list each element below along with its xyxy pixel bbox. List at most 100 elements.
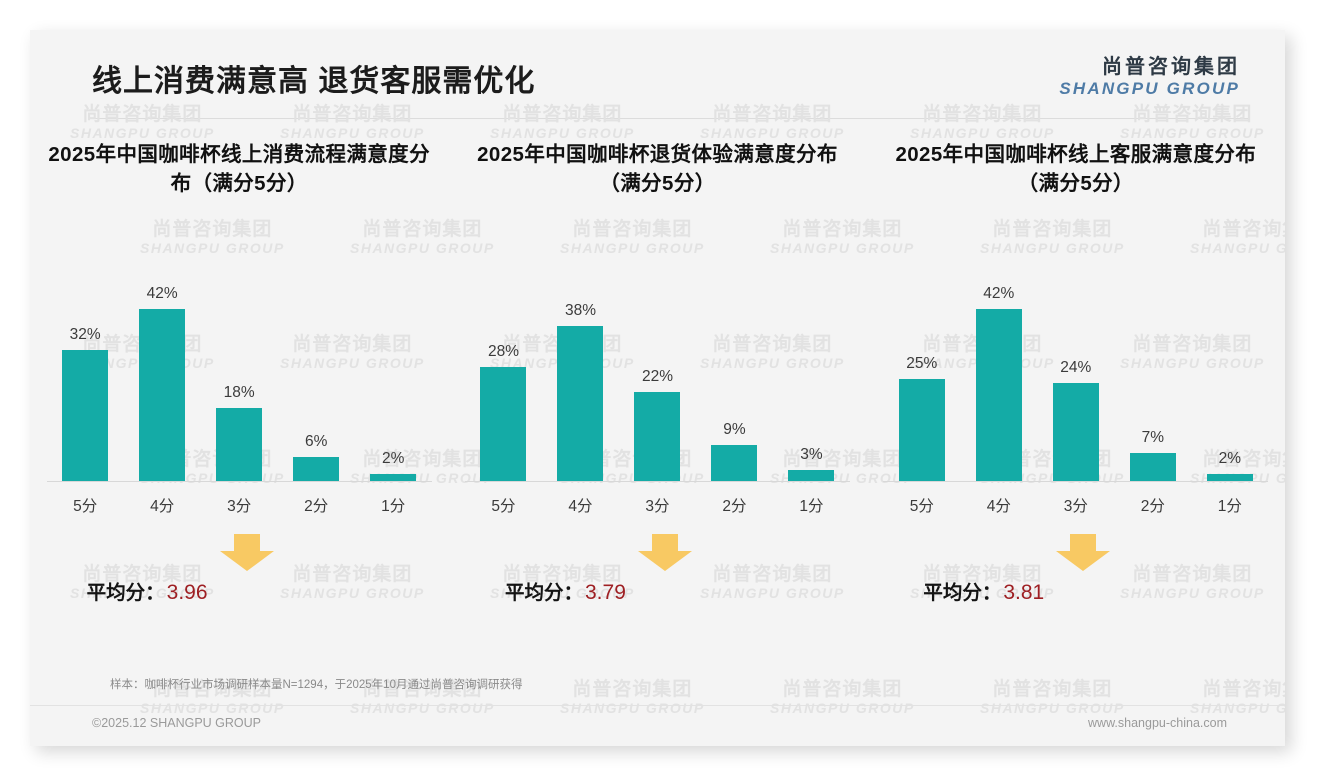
average-score-value: 3.81 (1003, 581, 1045, 604)
charts-container: 2025年中国咖啡杯线上消费流程满意度分布（满分5分） 32% 42% 18% 6% 2%… (30, 140, 1285, 622)
bar-value-label: 3% (800, 445, 823, 463)
bar[interactable] (898, 379, 945, 482)
x-axis-line (46, 481, 432, 482)
bar-value-label: 18% (223, 384, 255, 401)
bar-slot[interactable]: 38% (548, 282, 612, 482)
chart-title: 2025年中国咖啡杯线上消费流程满意度分布（满分5分） (48, 143, 430, 196)
x-axis-tick-label: 2分 (304, 498, 329, 515)
logo-english-text: SHANGPU GROUP (1059, 79, 1240, 98)
average-score-value: 3.79 (585, 581, 626, 604)
average-score-row: 平均分：3.81 (883, 532, 1268, 622)
bar-value-label: 22% (641, 367, 673, 385)
bar-slot[interactable]: 7% (1121, 282, 1185, 482)
bar-slot[interactable]: 28% (471, 282, 535, 482)
bar-slot[interactable]: 25% (890, 282, 954, 482)
sample-note: 样本：咖啡杯行业市场调研样本量N=1294，于2025年10月通过尚普咨询调研获… (110, 679, 523, 691)
bar-slot[interactable]: 3% (779, 282, 843, 482)
x-axis-tick-label: 3分 (227, 498, 252, 515)
bar[interactable] (634, 391, 681, 482)
chart-title: 2025年中国咖啡杯线上客服满意度分布（满分5分） (895, 143, 1257, 196)
x-axis-tick-label: 4分 (150, 498, 175, 515)
down-arrow-icon (637, 534, 693, 572)
average-score-text: 平均分：3.79 (505, 576, 626, 605)
chart-title: 2025年中国咖啡杯退货体验满意度分布（满分5分） (477, 143, 838, 196)
x-axis-labels: 5分 4分 3分 2分 1分 (465, 494, 850, 516)
bar-slot[interactable]: 22% (625, 282, 689, 482)
bar[interactable] (480, 366, 527, 482)
x-axis-tick-label: 5分 (909, 498, 934, 515)
bar-slot[interactable]: 6% (284, 282, 348, 482)
x-axis-tick-label: 5分 (491, 498, 516, 515)
page-title: 线上消费满意高 退货客服需优化 (92, 65, 536, 98)
x-axis-tick-label: 1分 (1217, 498, 1242, 515)
bar[interactable] (216, 408, 263, 482)
slide-footer: ©2025.12 SHANGPU GROUP www.shangpu-china… (30, 706, 1285, 746)
header-divider (88, 118, 1248, 119)
chart-panel: 2025年中国咖啡杯线上客服满意度分布（满分5分） 25% 42% 24% 7% 2% 5分… (867, 140, 1285, 622)
x-axis-tick-label: 1分 (381, 498, 406, 515)
bar-group: 28% 38% 22% 9% 3% (465, 282, 850, 482)
x-axis-tick-label: 2分 (722, 498, 747, 515)
bar[interactable] (711, 445, 758, 482)
bar-value-label: 42% (146, 285, 178, 303)
average-score-text: 平均分：3.96 (87, 576, 208, 605)
bar[interactable] (62, 350, 109, 482)
down-arrow-icon (219, 534, 275, 572)
x-axis-line (883, 481, 1269, 482)
bar[interactable] (139, 309, 186, 482)
chart-panel: 2025年中国咖啡杯退货体验满意度分布（满分5分） 28% 38% 22% 9% 3% 5分… (448, 140, 866, 622)
footer-website: www.shangpu-china.com (1088, 716, 1227, 730)
bar[interactable] (975, 309, 1022, 482)
bar-chart-plot: 32% 42% 18% 6% 2% 5分 4分 3分 2分 1分 (46, 254, 432, 515)
chart-panel: 2025年中国咖啡杯线上消费流程满意度分布（满分5分） 32% 42% 18% 6% 2%… (30, 140, 448, 622)
x-axis-tick-label: 1分 (799, 498, 824, 515)
bar-slot[interactable]: 24% (1044, 282, 1108, 482)
bar-value-label: 25% (906, 355, 938, 373)
bar-slot[interactable]: 9% (702, 282, 766, 482)
bar[interactable] (557, 325, 604, 482)
brand-logo: 尚普咨询集团 SHANGPU GROUP (1059, 56, 1240, 99)
bar-value-label: 38% (564, 301, 596, 319)
bar-slot[interactable]: 42% (967, 282, 1031, 482)
bar[interactable] (788, 469, 835, 482)
bar-value-label: 42% (983, 285, 1015, 303)
footer-copyright: ©2025.12 SHANGPU GROUP (92, 716, 261, 730)
average-score-prefix: 平均分： (923, 582, 1002, 604)
average-score-prefix: 平均分： (504, 582, 583, 604)
bar-slot[interactable]: 2% (1198, 282, 1262, 482)
x-axis-tick-label: 4分 (986, 498, 1011, 515)
bar-value-label: 24% (1060, 359, 1092, 377)
bar-slot[interactable]: 18% (207, 282, 271, 482)
bar-value-label: 2% (381, 449, 405, 467)
bar-slot[interactable]: 42% (130, 282, 194, 482)
bar-value-label: 2% (1218, 449, 1242, 467)
x-axis-tick-label: 3分 (645, 498, 670, 515)
logo-chinese-text: 尚普咨询集团 (1102, 56, 1240, 78)
bar-value-label: 28% (487, 342, 519, 360)
slide-header: 线上消费满意高 退货客服需优化 尚普咨询集团 SHANGPU GROUP (30, 30, 1285, 118)
bar[interactable] (1206, 473, 1253, 482)
bar-group: 25% 42% 24% 7% 2% (883, 282, 1268, 482)
bar[interactable] (293, 457, 340, 482)
x-axis-labels: 5分 4分 3分 2分 1分 (47, 494, 432, 516)
average-score-text: 平均分：3.81 (923, 576, 1044, 605)
average-score-row: 平均分：3.79 (465, 532, 850, 622)
bar-value-label: 32% (69, 326, 101, 344)
x-axis-tick-label: 2分 (1140, 498, 1165, 515)
bar-slot[interactable]: 2% (361, 282, 425, 482)
x-axis-tick-label: 5分 (73, 498, 98, 515)
bar-chart-plot: 25% 42% 24% 7% 2% 5分 4分 3分 2分 1分 (883, 254, 1269, 515)
bar[interactable] (370, 473, 417, 482)
average-score-prefix: 平均分： (86, 582, 165, 604)
bar[interactable] (1129, 453, 1176, 482)
x-axis-tick-label: 4分 (568, 498, 593, 515)
slide-canvas: 尚普咨询集团 SHANGPU GROUP 尚普咨询集团 SHANGPU GROUP 尚普… (30, 30, 1285, 746)
bar-value-label: 7% (1141, 429, 1165, 447)
x-axis-tick-label: 3分 (1063, 498, 1088, 515)
footer-divider (30, 705, 1285, 706)
x-axis-line (464, 481, 850, 482)
bar-value-label: 9% (723, 421, 746, 438)
bar-slot[interactable]: 32% (53, 282, 117, 482)
bar-group: 32% 42% 18% 6% 2% (47, 282, 432, 482)
bar[interactable] (1052, 383, 1099, 482)
